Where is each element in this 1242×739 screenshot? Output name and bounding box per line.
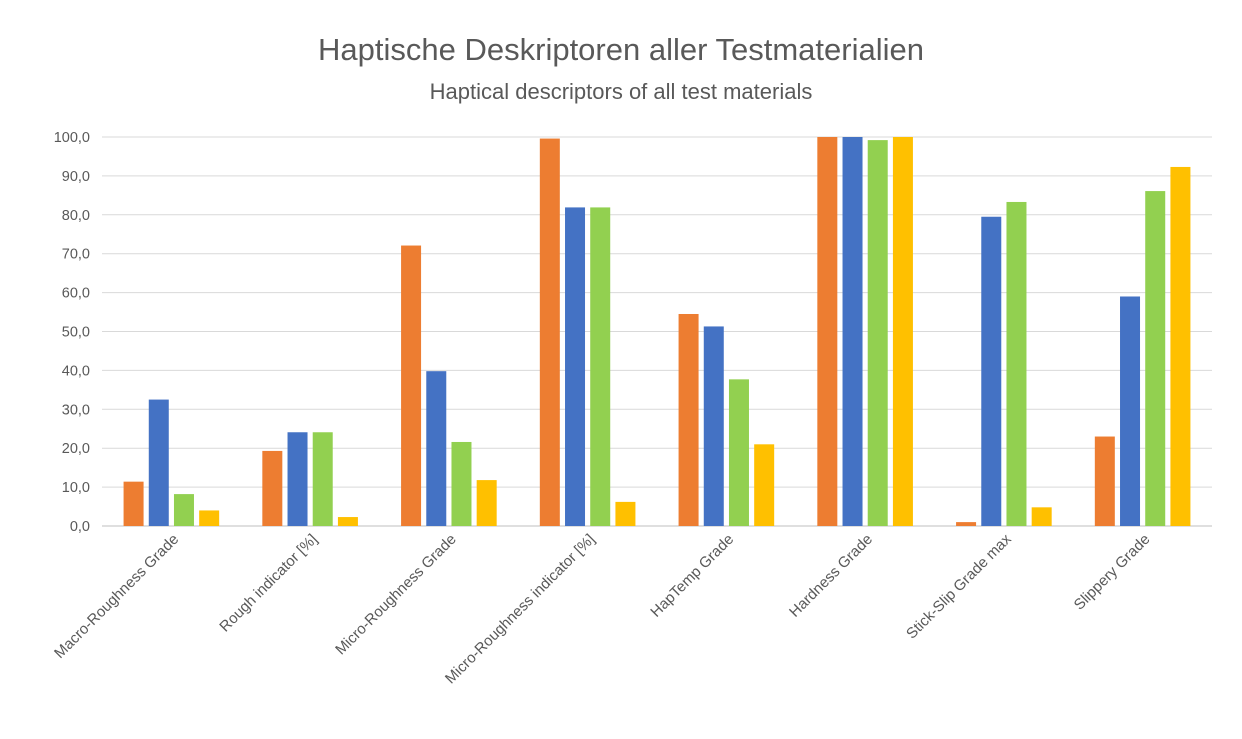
- bar: [754, 444, 775, 526]
- bar: [262, 450, 283, 526]
- y-tick-label: 60,0: [62, 286, 90, 302]
- gridlines: [102, 136, 1212, 527]
- y-tick-label: 90,0: [62, 169, 90, 185]
- bar: [590, 207, 611, 526]
- bar: [287, 432, 308, 526]
- bar: [199, 510, 220, 526]
- bar: [842, 137, 863, 526]
- bar: [337, 517, 358, 526]
- y-tick-label: 10,0: [62, 480, 90, 496]
- bar: [426, 371, 447, 526]
- bar: [867, 140, 888, 526]
- x-tick-label: Micro-Roughness Grade: [332, 531, 460, 659]
- bar: [728, 379, 749, 526]
- y-axis-ticks: 0,0 10,0 20,0 30,0 40,0 50,0 60,0 70,0 80,0 90,0 1…: [54, 130, 90, 535]
- bar: [148, 399, 169, 526]
- y-tick-label: 20,0: [62, 441, 90, 457]
- bar: [703, 326, 724, 526]
- chart-title: Haptische Deskriptoren aller Testmateria…: [318, 32, 924, 67]
- x-tick-label: Rough indicator [%]: [216, 531, 321, 636]
- y-tick-label: 80,0: [62, 208, 90, 224]
- bar: [565, 207, 586, 526]
- y-tick-label: 70,0: [62, 247, 90, 263]
- x-tick-label: Slippery Grade: [1071, 531, 1154, 614]
- bar: [615, 501, 636, 526]
- bar: [1094, 436, 1115, 526]
- bar: [981, 216, 1002, 526]
- x-tick-label: Hardness Grade: [786, 531, 876, 621]
- chart-subtitle: Haptical descriptors of all test materia…: [429, 79, 813, 104]
- x-tick-label: Stick-Slip Grade max: [903, 530, 1015, 642]
- bar: [539, 138, 560, 526]
- x-axis-ticks: Macro-Roughness Grade Rough indicator [%]…: [51, 530, 1153, 687]
- bar: [1031, 507, 1052, 526]
- x-tick-label: Micro-Roughness indicator [%]: [442, 531, 598, 687]
- bar: [1145, 191, 1166, 527]
- y-tick-label: 40,0: [62, 363, 90, 379]
- bar: [1120, 296, 1141, 526]
- y-tick-label: 0,0: [70, 519, 90, 535]
- bar: [1006, 201, 1027, 526]
- bar: [956, 522, 977, 526]
- x-tick-label: Macro-Roughness Grade: [51, 531, 182, 662]
- bar: [123, 481, 144, 526]
- bar: [892, 137, 913, 526]
- bar: [817, 137, 838, 526]
- bar: [312, 432, 333, 526]
- x-tick-label: HapTemp Grade: [647, 531, 737, 621]
- bar: [1170, 166, 1191, 526]
- bar: [476, 480, 497, 526]
- y-tick-label: 50,0: [62, 325, 90, 341]
- y-tick-label: 100,0: [54, 130, 90, 146]
- bar: [451, 441, 472, 526]
- bar: [173, 494, 194, 526]
- bar: [678, 313, 699, 526]
- y-tick-label: 30,0: [62, 402, 90, 418]
- bar: [401, 245, 422, 526]
- bars: [123, 137, 1191, 527]
